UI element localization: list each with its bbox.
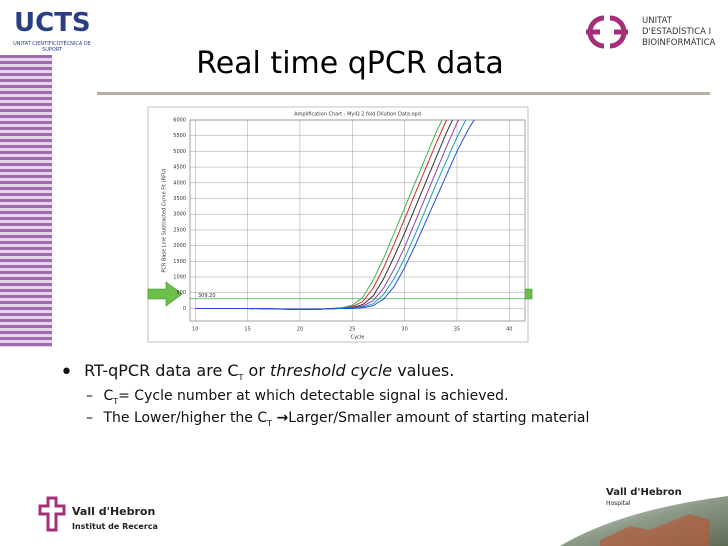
y-tick-label: 500 [176,290,186,296]
ueb-icon [586,15,628,49]
y-tick-label: 6000 [173,118,186,124]
curve [195,120,475,310]
slide-title: Real time qPCR data [196,46,504,81]
hospital-logo-sub: Hospital [606,500,631,507]
ueb-line: BIOINFORMÀTICA [642,38,716,48]
text: values. [392,361,455,380]
y-axis-label: PCR Base Line Subtracted Curve Fit (RFU) [162,168,168,272]
text: C [103,388,114,404]
sub-bullet-1: – CT= Cycle number at which detectable s… [86,388,508,406]
ucts-logo: UCTS [14,8,91,38]
title-rule [97,92,710,95]
y-tick-label: 5500 [173,133,186,139]
ueb-line: D'ESTADÍSTICA I [642,27,712,37]
y-tick-label: 5000 [173,149,186,155]
vhir-logo: Vall d'Hebron [72,505,156,518]
x-tick-label: 15 [244,327,250,333]
hospital-photo [560,496,728,546]
bullet-dot: • [60,360,73,385]
vhir-icon [38,496,66,532]
y-tick-label: 4000 [173,180,186,186]
dash: – [86,410,93,426]
text: Larger/Smaller amount of starting materi… [288,410,590,426]
x-tick-label: 25 [349,327,355,333]
curves [195,120,475,310]
y-tick-label: 0 [183,306,186,312]
ueb-text: UNITAT D'ESTADÍSTICA I BIOINFORMÀTICA [642,16,715,49]
hospital-logo: Vall d'Hebron [606,487,682,498]
chart: Amplification Chart : MyiQ 2 fold Diluti… [147,106,533,343]
y-tick-label: 4500 [173,165,186,171]
y-tick-label: 2500 [173,227,186,233]
chart-title: Amplification Chart : MyiQ 2 fold Diluti… [294,112,421,118]
sub-bullet-2: – The Lower/higher the CT →Larger/Smalle… [86,410,589,428]
y-tick-label: 3000 [173,212,186,218]
y-tick-label: 1000 [173,275,186,281]
bullet-1: • RT-qPCR data are CT or threshold cycle… [60,360,454,385]
vhir-logo-sub: Institut de Recerca [72,522,158,531]
subscript: T [267,418,273,428]
y-tick-label: 3500 [173,196,186,202]
text: threshold cycle [269,361,393,380]
text: The Lower/higher the C [103,410,268,426]
decor-stripes [0,55,52,347]
x-tick-label: 35 [454,327,460,333]
threshold-label: 309.20 [198,293,216,299]
ucts-logo-sub: UNITAT CIENTIFICOTÈCNICA DE SUPORT [13,41,91,53]
x-axis-label: Cycle [351,335,365,341]
text: or [243,361,270,380]
arrow-symbol: → [276,410,289,426]
text: = Cycle number at which detectable signa… [118,388,509,404]
plot-area [189,119,526,322]
subscript: T [113,396,119,406]
y-tick-label: 1500 [173,259,186,265]
x-tick-label: 10 [192,327,198,333]
x-tick-label: 20 [297,327,303,333]
y-tick-label: 2000 [173,243,186,249]
x-tick-label: 30 [401,327,407,333]
arrow-left [147,281,183,307]
subscript: T [238,373,244,383]
dash: – [86,388,93,404]
x-tick-label: 40 [506,327,512,333]
ueb-line: UNITAT [642,16,672,26]
text: RT-qPCR data are C [84,361,239,380]
